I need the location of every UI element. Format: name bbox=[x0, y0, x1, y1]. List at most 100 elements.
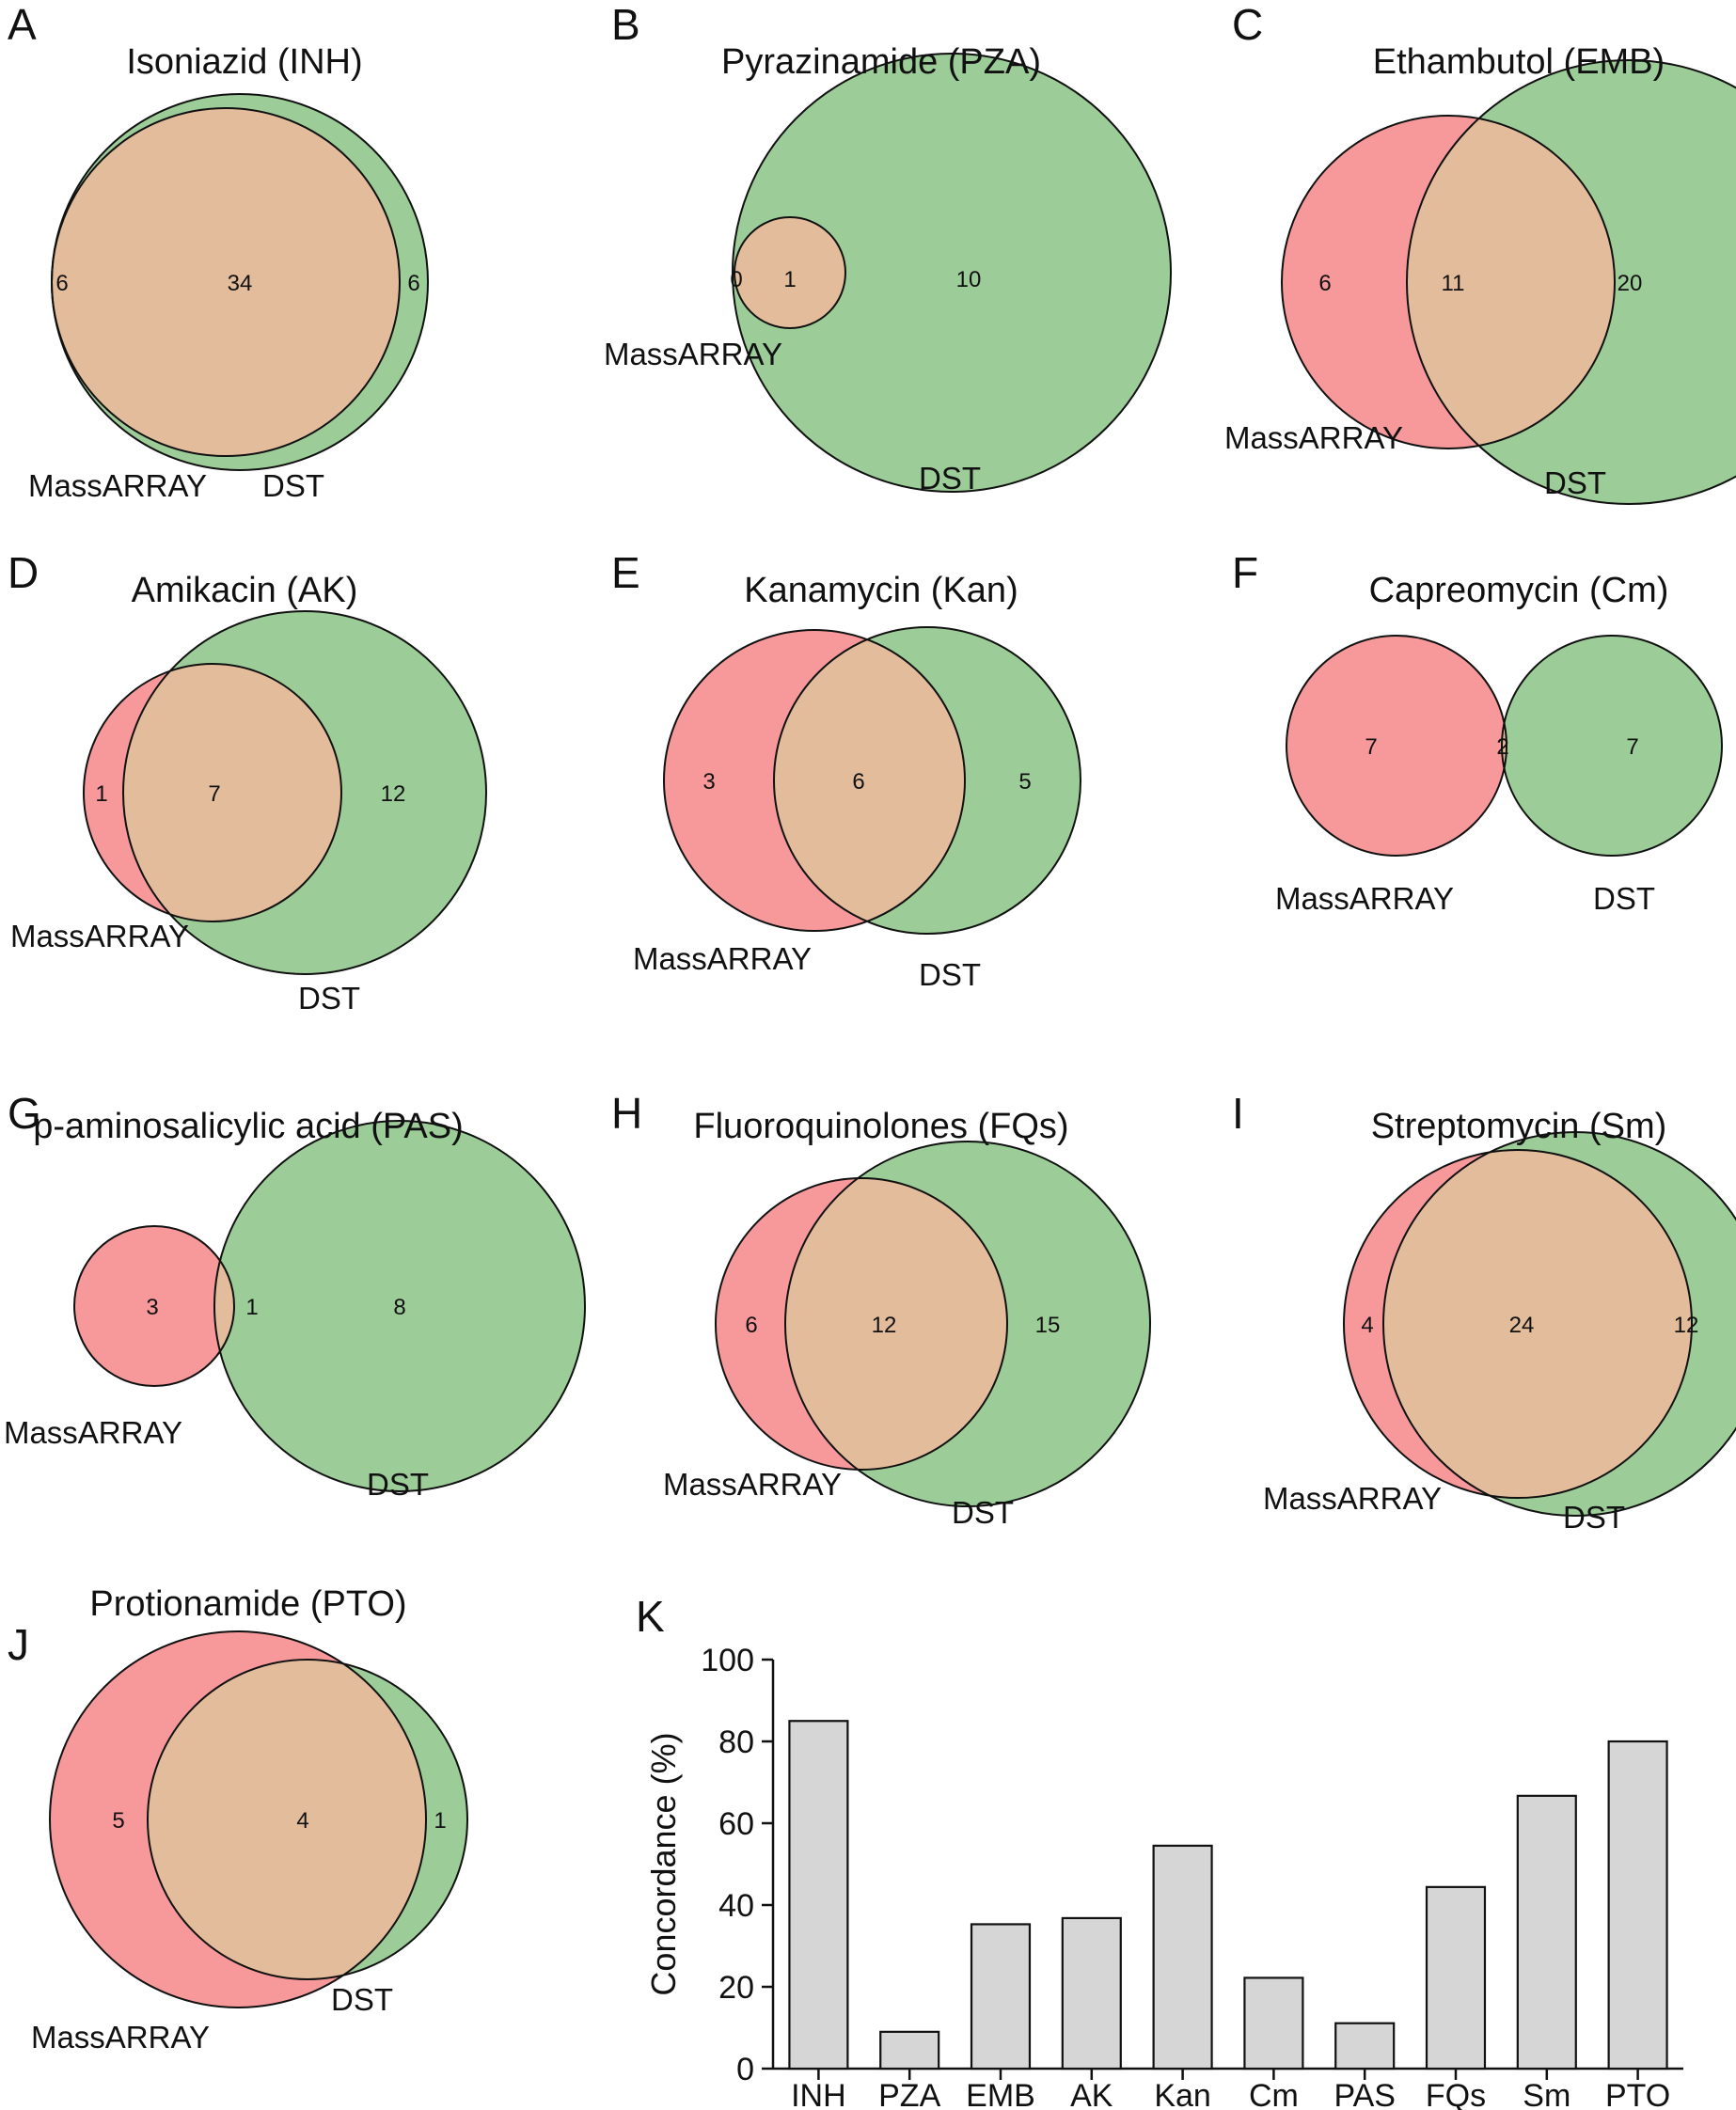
label-dst: DST bbox=[331, 1982, 393, 2017]
y-tick-label: 80 bbox=[718, 1724, 754, 1760]
count-both: 12 bbox=[872, 1313, 897, 1338]
label-massarray: MassARRAY bbox=[31, 2020, 210, 2055]
bar-chart-k: K 0 20 40 60 80 100 Concordance (%) INH PZA EMB AK K… bbox=[636, 1592, 1683, 2110]
label-massarray: MassARRAY bbox=[4, 1415, 182, 1450]
label-dst: DST bbox=[919, 957, 981, 992]
y-tick-label: 20 bbox=[718, 1970, 754, 2006]
bar-pza bbox=[879, 2030, 940, 2071]
dst-circle bbox=[1502, 636, 1722, 856]
dst-outline bbox=[773, 626, 1081, 935]
venn-panel-g: Gp-aminosalicylic acid (PAS) 3 1 8 MassARRAY… bbox=[4, 1089, 586, 1502]
panel-letter: I bbox=[1232, 1089, 1244, 1138]
x-tick-label: EMB bbox=[966, 2078, 1035, 2110]
venn-panel-j: J Protionamide (PTO) 5 4 1 MassARRAY DST bbox=[8, 1584, 468, 2055]
panel-letter: F bbox=[1232, 548, 1258, 597]
massarray-outline bbox=[49, 1630, 427, 2008]
panel-letter: H bbox=[611, 1089, 642, 1138]
x-tick-label: FQs bbox=[1426, 2078, 1486, 2110]
count-massarray-only: 5 bbox=[112, 1808, 124, 1834]
label-massarray: MassARRAY bbox=[1275, 881, 1454, 916]
bar-inh bbox=[788, 1720, 849, 2071]
bar-sm bbox=[1516, 1794, 1577, 2071]
x-tick-label: PTO bbox=[1605, 2078, 1670, 2110]
count-massarray-only: 6 bbox=[1318, 271, 1331, 296]
dst-outline bbox=[732, 53, 1172, 493]
panel-title: Protionamide (PTO) bbox=[89, 1584, 406, 1624]
y-tick-label: 100 bbox=[701, 1643, 754, 1678]
count-massarray-only: 6 bbox=[745, 1313, 757, 1338]
label-dst: DST bbox=[919, 461, 981, 496]
y-tick-label: 0 bbox=[736, 2052, 754, 2087]
venn-panel-i: I Streptomycin (Sm) 4 24 12 MassARRAY DST bbox=[1232, 1089, 1736, 1535]
dst-outline bbox=[147, 1659, 468, 1980]
x-tick-label: Cm bbox=[1249, 2078, 1299, 2110]
label-massarray: MassARRAY bbox=[28, 468, 207, 503]
massarray-circle bbox=[74, 1226, 234, 1386]
count-both: 24 bbox=[1509, 1313, 1535, 1338]
venn-panel-f: F Capreomycin (Cm) 7 2 7 MassARRAY DST bbox=[1232, 548, 1723, 916]
count-both: 7 bbox=[208, 781, 220, 807]
venn-panel-d: D Amikacin (AK) 1 7 12 MassARRAY DST bbox=[8, 548, 487, 1016]
massarray-outline bbox=[715, 1177, 1008, 1471]
venn-panel-e: E Kanamycin (Kan) 3 6 5 MassARRAY DST bbox=[611, 548, 1081, 992]
count-dst-only: 10 bbox=[956, 267, 982, 292]
label-massarray: MassARRAY bbox=[663, 1467, 842, 1502]
panel-title: Isoniazid (INH) bbox=[126, 42, 362, 82]
venn-panel-b: B Pyrazinamide (PZA) 0 1 10 MassARRAY DST bbox=[604, 0, 1172, 496]
label-dst: DST bbox=[1593, 881, 1655, 916]
dst-outline bbox=[213, 1120, 586, 1492]
label-massarray: MassARRAY bbox=[604, 337, 782, 371]
bar-emb bbox=[970, 1923, 1032, 2071]
label-massarray: MassARRAY bbox=[1263, 1481, 1442, 1516]
massarray-circle bbox=[1286, 636, 1507, 856]
panel-title: Ethambutol (EMB) bbox=[1373, 42, 1665, 82]
count-dst-only: 1 bbox=[434, 1808, 446, 1834]
bar-kan bbox=[1152, 1844, 1213, 2071]
x-tick-label: PZA bbox=[878, 2078, 940, 2110]
panel-title: Kanamycin (Kan) bbox=[744, 571, 1018, 610]
massarray-outline bbox=[734, 216, 846, 329]
count-dst-only: 12 bbox=[1674, 1313, 1699, 1338]
label-dst: DST bbox=[298, 981, 360, 1016]
dst-outline bbox=[1406, 59, 1736, 505]
bar-ak bbox=[1061, 1916, 1122, 2071]
x-tick-label: AK bbox=[1070, 2078, 1113, 2110]
panel-letter: B bbox=[611, 0, 640, 49]
panel-title: Fluoroquinolones (FQs) bbox=[693, 1107, 1068, 1146]
panel-letter: D bbox=[8, 548, 39, 597]
label-dst: DST bbox=[367, 1467, 429, 1502]
massarray-outline bbox=[83, 663, 342, 922]
massarray-outline bbox=[663, 629, 966, 932]
count-dst-only: 20 bbox=[1618, 271, 1643, 296]
label-dst: DST bbox=[1563, 1500, 1625, 1535]
label-massarray: MassARRAY bbox=[10, 919, 189, 953]
count-dst-only: 12 bbox=[381, 781, 406, 807]
label-dst: DST bbox=[1544, 465, 1606, 500]
count-both: 1 bbox=[783, 267, 796, 292]
count-massarray-only: 6 bbox=[55, 271, 68, 296]
overlap-region bbox=[785, 1178, 1007, 1470]
count-massarray-only: 3 bbox=[146, 1295, 158, 1320]
count-both: 34 bbox=[228, 271, 253, 296]
panel-letter: K bbox=[636, 1592, 665, 1641]
massarray-outline bbox=[73, 1225, 235, 1387]
y-tick-label: 40 bbox=[718, 1888, 754, 1924]
overlap-region bbox=[148, 1660, 426, 1979]
count-massarray-only: 4 bbox=[1361, 1313, 1373, 1338]
massarray-outline bbox=[1281, 115, 1616, 449]
count-dst-only: 7 bbox=[1626, 734, 1638, 760]
count-both: 1 bbox=[245, 1295, 258, 1320]
label-dst: DST bbox=[952, 1495, 1014, 1530]
x-tick-label: PAS bbox=[1334, 2078, 1396, 2110]
massarray-outline bbox=[1286, 635, 1507, 857]
count-massarray-only: 3 bbox=[702, 769, 715, 795]
venn-panel-a: A Isoniazid (INH) 6 34 6 MassARRAY DST bbox=[8, 0, 429, 503]
dst-outline bbox=[122, 610, 487, 975]
label-massarray: MassARRAY bbox=[1224, 420, 1403, 455]
dst-circle bbox=[214, 1121, 585, 1491]
count-both: 4 bbox=[296, 1808, 308, 1834]
dst-outline bbox=[51, 93, 429, 471]
count-both: 11 bbox=[1442, 271, 1465, 296]
panel-title: p-aminosalicylic acid (PAS) bbox=[33, 1107, 464, 1146]
